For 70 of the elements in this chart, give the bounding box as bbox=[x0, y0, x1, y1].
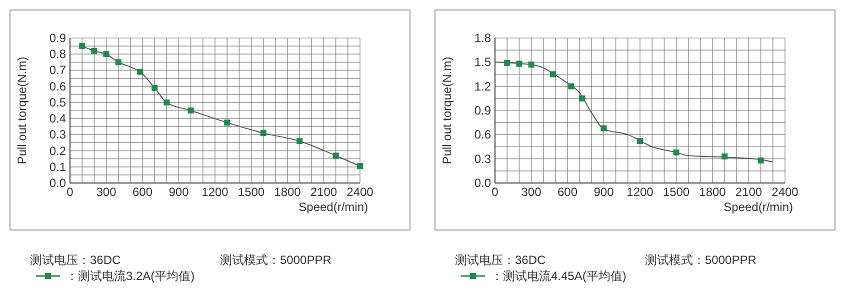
point bbox=[103, 51, 110, 58]
point bbox=[579, 95, 585, 102]
x-tick-label: 1200 bbox=[626, 185, 654, 199]
y-tick-label: 0.3 bbox=[474, 152, 492, 166]
y-tick-label: 1.5 bbox=[474, 55, 492, 70]
text: 测试模式：5000PPR bbox=[220, 253, 332, 267]
x-tick-label: 1500 bbox=[662, 185, 690, 199]
x-axis-title: Speed(r/min) bbox=[298, 200, 368, 214]
y-tick-label: 0.3 bbox=[49, 128, 66, 142]
point bbox=[516, 60, 522, 67]
x-tick-label: 0 bbox=[492, 185, 499, 199]
x-tick-label: 2400 bbox=[346, 185, 374, 199]
point bbox=[137, 68, 144, 75]
point bbox=[568, 83, 574, 90]
point bbox=[260, 130, 266, 136]
point bbox=[164, 99, 170, 106]
x-axis-title: Speed(r/min) bbox=[724, 200, 793, 214]
line-series bbox=[494, 62, 774, 163]
y-tick-label: 0.6 bbox=[49, 79, 66, 94]
x-tick-label: 2100 bbox=[310, 185, 338, 199]
y-tick-label: 0.0 bbox=[474, 176, 492, 190]
point bbox=[600, 125, 607, 132]
point bbox=[504, 60, 510, 66]
point bbox=[332, 152, 339, 159]
x-tick-label: 1800 bbox=[699, 185, 726, 199]
x-tick-label: 1500 bbox=[238, 185, 265, 199]
legend-label: ：测试电流4.45A(平均值) bbox=[491, 269, 626, 283]
x-tick-label: 300 bbox=[521, 185, 542, 199]
x-tick-label: 0 bbox=[66, 185, 74, 199]
point bbox=[550, 71, 556, 78]
y-tick-label: 1.8 bbox=[474, 31, 492, 45]
y-tick-label: 0.9 bbox=[49, 31, 66, 45]
point bbox=[637, 138, 643, 144]
point bbox=[357, 163, 363, 170]
x-tick-label: 2400 bbox=[772, 185, 799, 199]
x-tick-label: 600 bbox=[132, 185, 153, 199]
point bbox=[91, 48, 98, 54]
x-tick-label: 1200 bbox=[202, 185, 229, 199]
y-tick-label: 1.2 bbox=[474, 79, 492, 94]
y-tick-label: 0.7 bbox=[49, 63, 66, 78]
x-tick-label: 900 bbox=[168, 185, 190, 199]
y-tick-label: 0.9 bbox=[474, 104, 492, 118]
point bbox=[188, 108, 194, 114]
y-axis-title: Pull out torque(N.m) bbox=[15, 56, 29, 164]
text: 测试电压：36DC bbox=[455, 253, 546, 267]
y-tick-label: 0.8 bbox=[49, 47, 66, 62]
y-tick-label: 0.5 bbox=[49, 95, 66, 110]
point bbox=[758, 157, 764, 164]
text: 测试电压：36DC bbox=[30, 253, 122, 267]
x-tick-label: 900 bbox=[594, 185, 614, 199]
point bbox=[673, 149, 680, 156]
y-axis-title: Pull out torque(N.m) bbox=[440, 56, 454, 164]
point bbox=[722, 153, 728, 160]
x-tick-label: 1800 bbox=[274, 185, 302, 199]
y-tick-label: 0.6 bbox=[474, 128, 492, 142]
legend-label: ：测试电流3.2A(平均值) bbox=[66, 269, 195, 283]
x-tick-label: 600 bbox=[557, 185, 578, 199]
text: 测试模式：5000PPR bbox=[645, 253, 757, 267]
point bbox=[296, 138, 303, 144]
point bbox=[152, 84, 158, 91]
point bbox=[115, 59, 122, 66]
x-tick-label: 300 bbox=[96, 185, 117, 199]
point bbox=[224, 120, 230, 126]
point bbox=[528, 62, 534, 68]
y-tick-label: 0.0 bbox=[49, 176, 66, 190]
y-tick-label: 0.2 bbox=[49, 144, 66, 158]
y-tick-label: 0.1 bbox=[49, 160, 66, 174]
point bbox=[79, 43, 86, 50]
x-tick-label: 2100 bbox=[735, 185, 762, 199]
y-tick-label: 0.4 bbox=[49, 112, 66, 126]
